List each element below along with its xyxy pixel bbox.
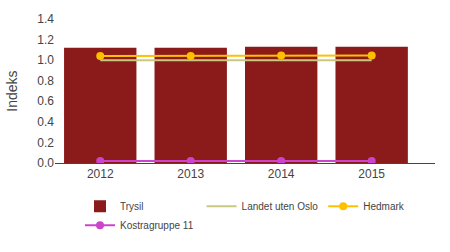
svg-text:2013: 2013: [177, 167, 204, 181]
svg-text:Indeks: Indeks: [4, 70, 20, 111]
svg-text:2014: 2014: [268, 167, 295, 181]
svg-text:0.2: 0.2: [37, 136, 54, 150]
svg-text:0.4: 0.4: [37, 115, 54, 129]
svg-text:2015: 2015: [358, 167, 385, 181]
svg-text:1.0: 1.0: [37, 53, 54, 67]
svg-text:1.4: 1.4: [37, 12, 54, 26]
svg-text:Landet uten Oslo: Landet uten Oslo: [242, 201, 319, 212]
svg-text:0.6: 0.6: [37, 94, 54, 108]
svg-text:0.0: 0.0: [37, 156, 54, 170]
svg-text:Hedmark: Hedmark: [363, 201, 405, 212]
svg-text:Kostragruppe 11: Kostragruppe 11: [120, 220, 194, 231]
svg-text:Trysil: Trysil: [120, 201, 144, 212]
svg-text:0.8: 0.8: [37, 74, 54, 88]
svg-text:1.2: 1.2: [37, 33, 54, 47]
svg-text:2012: 2012: [87, 167, 114, 181]
